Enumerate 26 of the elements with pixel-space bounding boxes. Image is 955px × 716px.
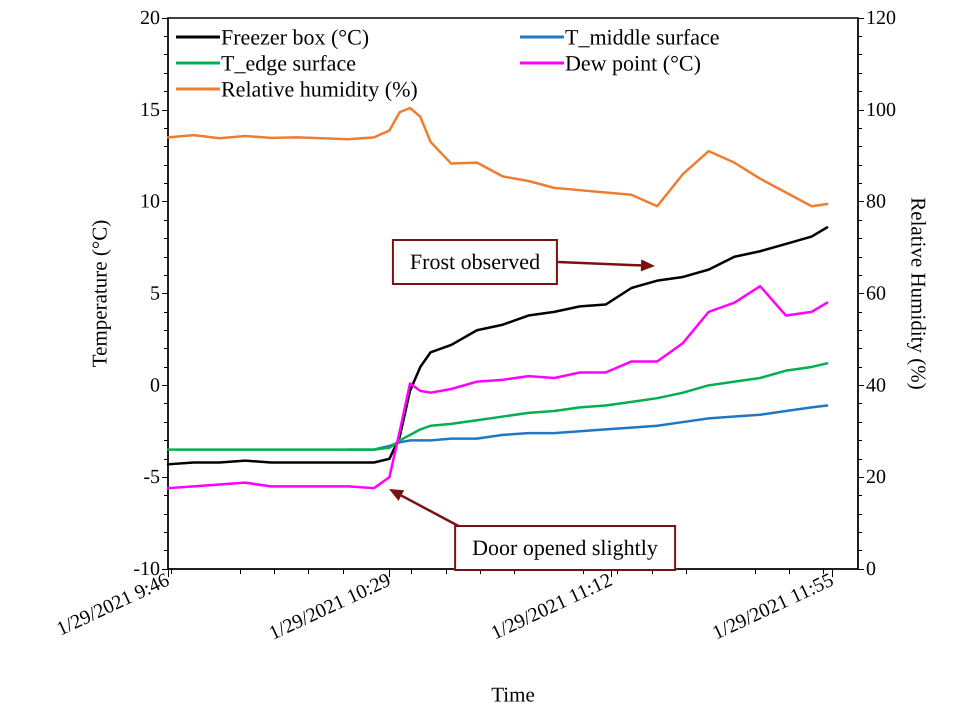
y2-tick-label: 80 bbox=[866, 190, 886, 213]
y-axis-title: Temperature (°C) bbox=[88, 220, 112, 368]
x-axis-title: Time bbox=[491, 682, 535, 706]
line-series bbox=[166, 284, 828, 490]
y-tick-label: 0 bbox=[150, 374, 160, 396]
y2-tick-label: 100 bbox=[866, 98, 896, 121]
y2-tick-label: 120 bbox=[866, 7, 896, 29]
line-series bbox=[166, 362, 828, 451]
y2-tick-label: 40 bbox=[866, 374, 886, 396]
y-tick-label: -5 bbox=[143, 466, 160, 488]
y2-tick-label: 60 bbox=[866, 282, 886, 304]
legend-label: T_edge surface bbox=[221, 50, 356, 76]
y2-axis-title: Relative Humidity (%) bbox=[906, 197, 930, 390]
y2-tick-label: 0 bbox=[866, 558, 876, 580]
legend-label: T_middle surface bbox=[565, 24, 720, 50]
legend-label: Freezer box (°C) bbox=[221, 24, 370, 50]
line-series bbox=[166, 106, 828, 208]
y-tick-label: 20 bbox=[140, 7, 160, 29]
y-tick-label: 15 bbox=[140, 98, 160, 121]
legend-label: Relative humidity (%) bbox=[221, 76, 418, 102]
annotation: Door opened slightly bbox=[454, 525, 676, 571]
annotation: Frost observed bbox=[392, 239, 558, 285]
y-tick-label: 10 bbox=[140, 190, 160, 213]
legend-label: Dew point (°C) bbox=[565, 50, 701, 76]
y-tick-label: 5 bbox=[150, 282, 160, 304]
y2-tick-label: 20 bbox=[866, 466, 886, 488]
